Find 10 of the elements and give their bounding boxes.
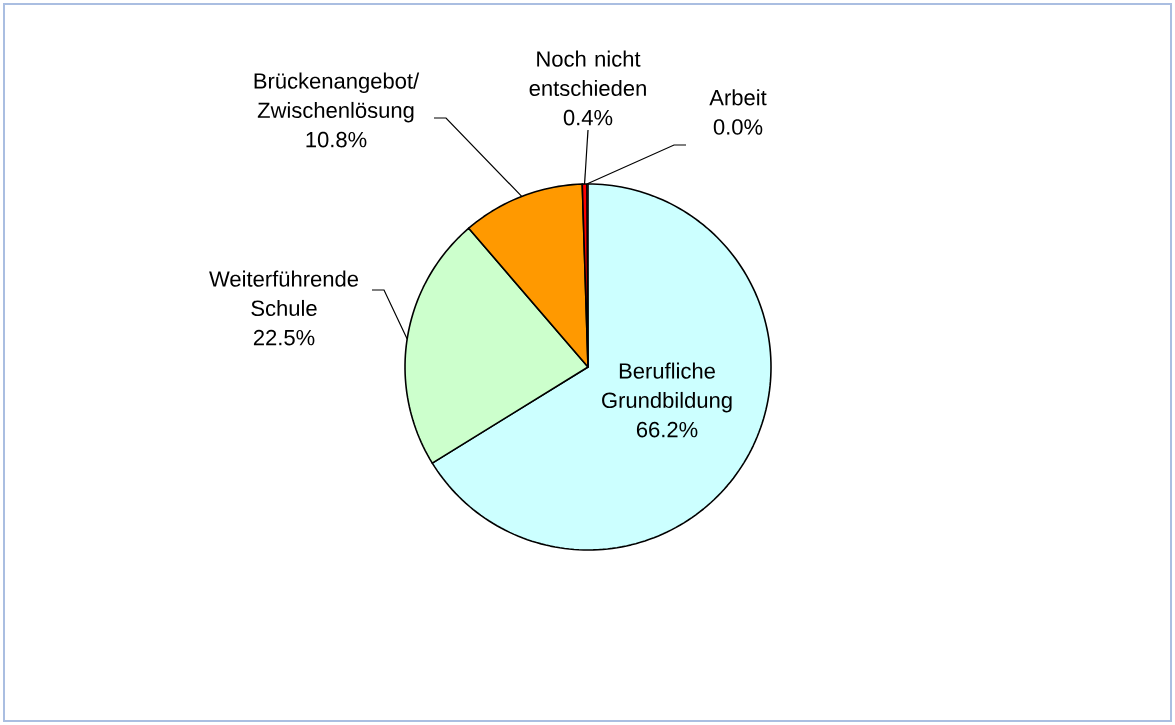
category-label: Arbeit [709,89,767,106]
slice-label: Berufliche Grundbildung [602,362,732,413]
data-label: 66.2% [636,421,698,438]
slice-label: Noch nicht entschieden [529,50,646,97]
data-label: 10.8% [306,131,367,148]
data-label: 22.5% [253,329,315,346]
slice-label: Brückenangebot/ Zwischenlösung [254,72,420,123]
data-label: 0.4% [563,109,613,126]
slice-label: Weiterführende Schule [209,270,359,317]
text: 0.0% [713,119,763,135]
